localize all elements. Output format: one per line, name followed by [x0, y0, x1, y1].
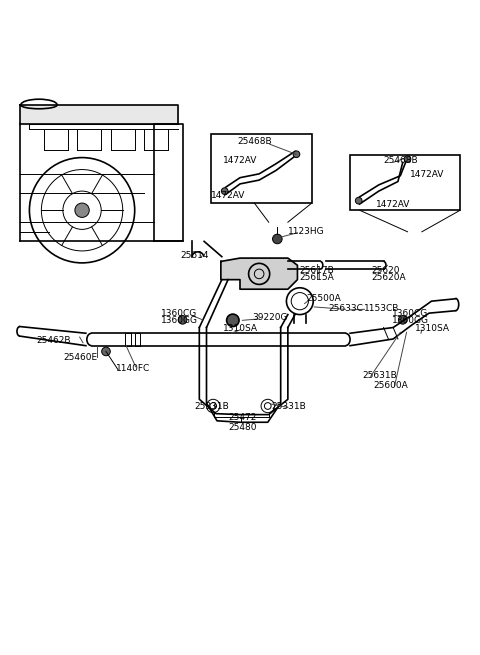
Text: 1123HG: 1123HG	[288, 227, 324, 236]
Text: 25500A: 25500A	[306, 294, 341, 303]
Text: 25468B: 25468B	[384, 157, 418, 166]
Bar	[350, 155, 460, 210]
Text: 25615A: 25615A	[300, 273, 335, 282]
Circle shape	[404, 156, 411, 162]
Text: 1140FC: 1140FC	[116, 364, 150, 373]
Text: 25480: 25480	[228, 422, 256, 432]
Circle shape	[178, 316, 187, 324]
Text: 25331B: 25331B	[194, 402, 229, 411]
Circle shape	[227, 314, 239, 327]
Text: 25631B: 25631B	[362, 371, 397, 380]
Text: 1472AV: 1472AV	[223, 157, 258, 166]
Text: 1310SA: 1310SA	[415, 324, 450, 333]
Polygon shape	[221, 258, 298, 290]
Text: 25460E: 25460E	[63, 352, 97, 362]
Bar	[125, 333, 131, 346]
Text: 25331B: 25331B	[271, 402, 306, 411]
Bar	[211, 134, 312, 203]
Text: 25614: 25614	[180, 252, 209, 260]
Text: 25462B: 25462B	[36, 337, 71, 345]
Text: 1360GG: 1360GG	[161, 316, 198, 326]
Bar	[135, 333, 141, 346]
Circle shape	[221, 188, 228, 195]
Text: 1472AV: 1472AV	[410, 170, 444, 179]
Text: 25472: 25472	[228, 413, 256, 422]
Circle shape	[355, 197, 362, 204]
Text: 25468B: 25468B	[238, 138, 272, 146]
Text: 39220G: 39220G	[252, 314, 288, 322]
Circle shape	[102, 347, 110, 356]
Circle shape	[273, 234, 282, 244]
Text: 25617B: 25617B	[300, 265, 335, 274]
Circle shape	[75, 203, 89, 217]
Text: 1360CG: 1360CG	[161, 309, 197, 318]
Text: 1360GG: 1360GG	[392, 316, 429, 326]
Circle shape	[293, 151, 300, 158]
Text: 25620: 25620	[372, 265, 400, 274]
Text: 1472AV: 1472AV	[211, 191, 246, 200]
Circle shape	[398, 316, 407, 324]
Polygon shape	[20, 105, 178, 124]
Text: 1360CG: 1360CG	[392, 309, 429, 318]
Text: 1310SA: 1310SA	[223, 324, 258, 333]
Text: 1472AV: 1472AV	[376, 200, 411, 209]
Text: 25620A: 25620A	[372, 273, 406, 282]
Text: 25633C: 25633C	[328, 304, 363, 313]
Text: 1153CB: 1153CB	[363, 304, 399, 313]
Text: 25600A: 25600A	[373, 381, 408, 390]
